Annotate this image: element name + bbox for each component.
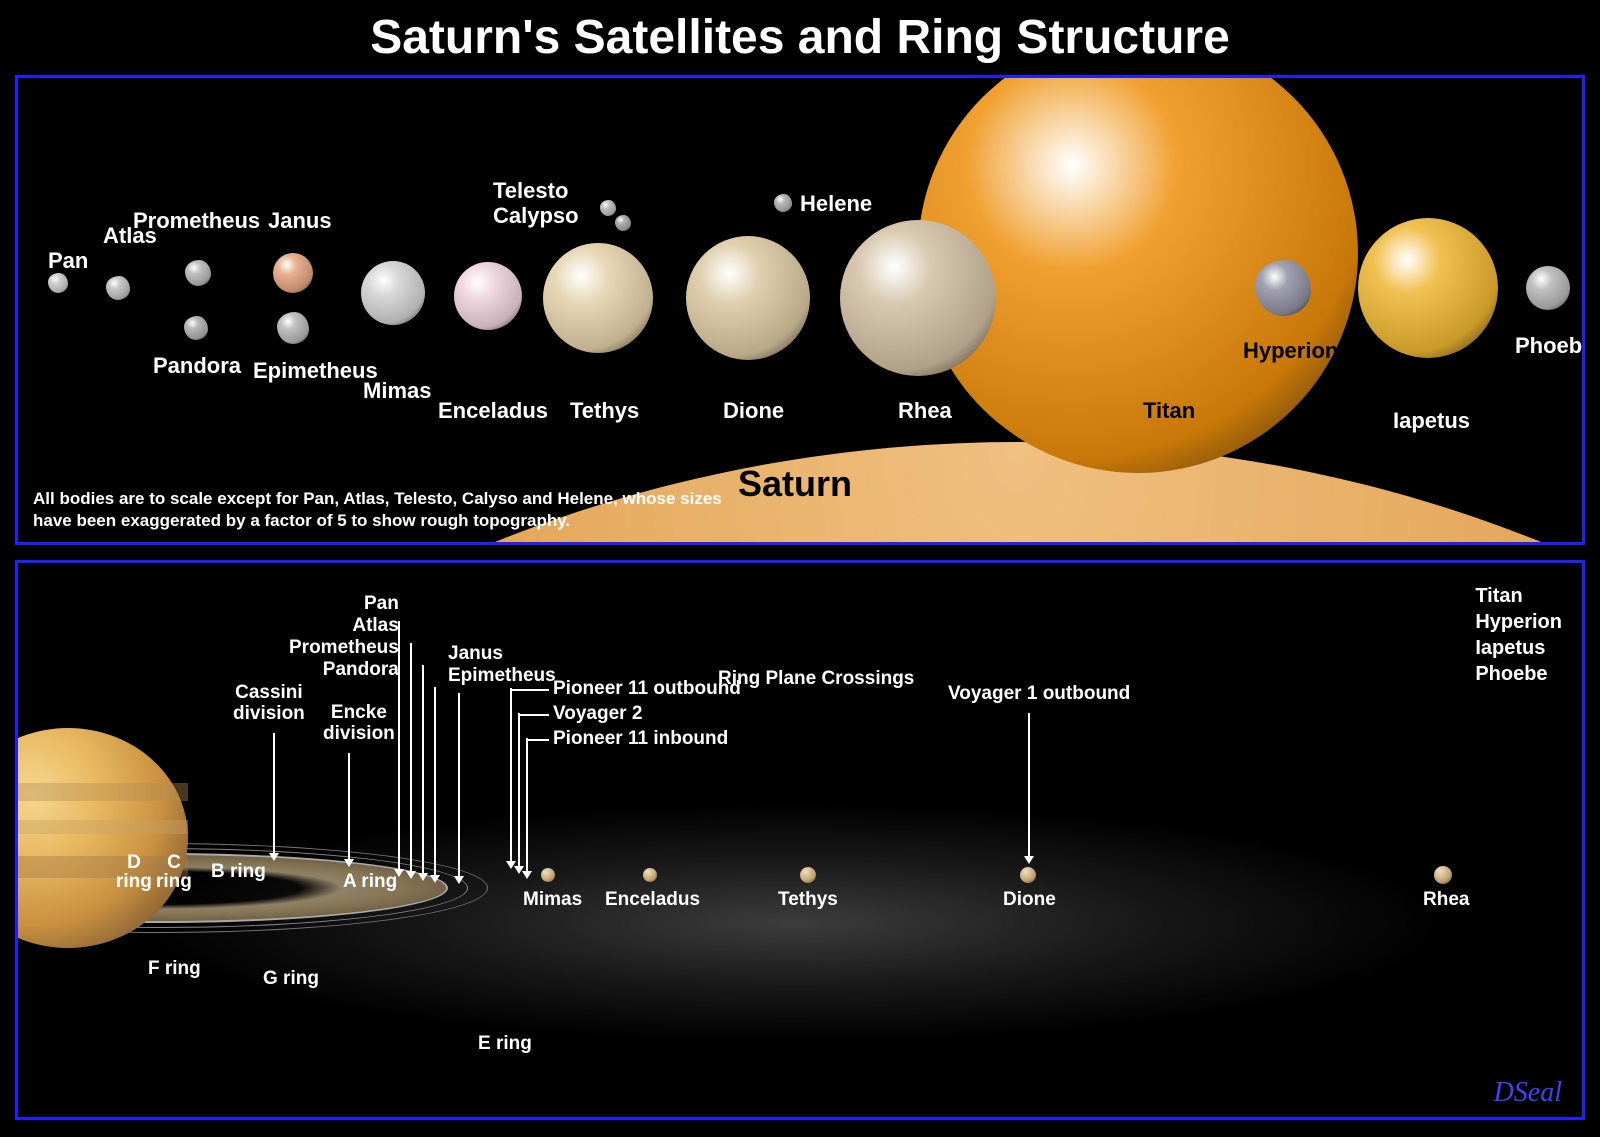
moon-label-epimetheus: Epimetheus bbox=[253, 358, 378, 384]
moon-calypso bbox=[615, 215, 631, 231]
moon-hyperion bbox=[1255, 260, 1311, 316]
moon-label-titan: Titan bbox=[1143, 398, 1195, 424]
gap-moon-pointer-3 bbox=[434, 687, 436, 877]
ring-moon-label-enceladus: Enceladus bbox=[605, 889, 700, 911]
ring-moon-mimas bbox=[541, 868, 555, 882]
division-label-encke-division: Enckedivision bbox=[323, 703, 395, 745]
ring-moon-tethys bbox=[800, 867, 816, 883]
pointer-cassini-division bbox=[273, 733, 275, 855]
moon-tethys bbox=[543, 243, 653, 353]
ring-moon-dione bbox=[1020, 867, 1036, 883]
division-label-cassini-division: Cassinidivision bbox=[233, 683, 305, 725]
ring-moon-enceladus bbox=[643, 868, 657, 882]
ring-label-c-ring: Cring bbox=[156, 853, 192, 891]
moon-janus bbox=[273, 253, 313, 293]
moon-label-tethys: Tethys bbox=[570, 398, 639, 424]
moon-label-enceladus: Enceladus bbox=[438, 398, 548, 424]
ring-moon-label-dione: Dione bbox=[1003, 889, 1056, 911]
ring-structure-panel: Ring Plane Crossings DringCring B ring A r… bbox=[15, 560, 1585, 1120]
satellites-panel: PanAtlasPrometheusPandoraJanusEpimetheus… bbox=[15, 75, 1585, 545]
moon-rhea bbox=[840, 220, 996, 376]
moon-pan bbox=[48, 273, 68, 293]
moon-label-prometheus: Prometheus bbox=[133, 208, 260, 234]
ring-label-g-ring: G ring bbox=[263, 968, 319, 990]
moon-label-dione: Dione bbox=[723, 398, 784, 424]
coorbitals-label: JanusEpimetheus bbox=[448, 643, 556, 687]
scale-note: All bodies are to scale except for Pan, … bbox=[33, 488, 753, 532]
far-moon-titan: Titan bbox=[1475, 583, 1562, 609]
crossing-pointer-pioneer-11-outbound bbox=[510, 688, 512, 863]
moon-iapetus bbox=[1358, 218, 1498, 358]
coorbital-pointer-0 bbox=[458, 693, 460, 878]
ring-moon-rhea bbox=[1434, 866, 1452, 884]
crossing-pointer-pioneer-11-inbound bbox=[526, 738, 528, 873]
gap-moon-pointer-1 bbox=[410, 643, 412, 873]
moon-label-janus: Janus bbox=[268, 208, 332, 234]
ring-label-d-ring: Dring bbox=[116, 853, 152, 891]
main-title: Saturn's Satellites and Ring Structure bbox=[0, 10, 1600, 65]
moon-label-hyperion: Hyperion bbox=[1243, 338, 1338, 364]
ring-plane-crossings-title: Ring Plane Crossings bbox=[718, 668, 914, 690]
moon-label-pandora: Pandora bbox=[153, 353, 241, 379]
ring-label-b-ring: B ring bbox=[211, 861, 266, 883]
moon-enceladus bbox=[454, 262, 522, 330]
moon-pandora bbox=[184, 316, 208, 340]
far-moon-hyperion: Hyperion bbox=[1475, 609, 1562, 635]
far-moon-phoebe: Phoebe bbox=[1475, 661, 1562, 687]
gap-moon-pointer-2 bbox=[422, 665, 424, 875]
moon-mimas bbox=[361, 261, 425, 325]
moon-telesto bbox=[600, 200, 616, 216]
ring-moon-label-tethys: Tethys bbox=[778, 889, 838, 911]
crossing-label-pioneer-11-outbound: Pioneer 11 outbound bbox=[553, 678, 741, 700]
crossing-pointer-voyager-1-outbound bbox=[1028, 713, 1030, 858]
crossing-label-voyager-1-outbound: Voyager 1 outbound bbox=[948, 683, 1130, 705]
moon-helene bbox=[774, 194, 792, 212]
moon-label-rhea: Rhea bbox=[898, 398, 952, 424]
ring-label-e-ring: E ring bbox=[478, 1033, 532, 1055]
gap-moon-pointer-0 bbox=[398, 621, 400, 871]
far-moons-list: TitanHyperionIapetusPhoebe bbox=[1475, 583, 1562, 687]
crossing-label-pioneer-11-inbound: Pioneer 11 inbound bbox=[553, 728, 728, 750]
crossing-label-voyager-2: Voyager 2 bbox=[553, 703, 642, 725]
moon-dione bbox=[686, 236, 810, 360]
saturn-label: Saturn bbox=[738, 463, 852, 505]
far-moon-iapetus: Iapetus bbox=[1475, 635, 1562, 661]
moon-label-mimas: Mimas bbox=[363, 378, 431, 404]
moon-atlas bbox=[106, 276, 130, 300]
crossing-pointer-voyager-2 bbox=[518, 713, 520, 868]
moon-epimetheus bbox=[277, 312, 309, 344]
moon-prometheus bbox=[185, 260, 211, 286]
crossing-hline-voyager-2 bbox=[518, 714, 549, 716]
ring-label-f-ring: F ring bbox=[148, 958, 201, 980]
pointer-encke-division bbox=[348, 753, 350, 861]
moon-label-phoebe: Phoebe bbox=[1515, 333, 1585, 359]
gap-moons-label: PanAtlasPrometheusPandora bbox=[289, 593, 399, 680]
ring-moon-label-rhea: Rhea bbox=[1423, 889, 1469, 911]
moon-label-calypso: Calypso bbox=[493, 203, 579, 229]
crossing-hline-pioneer-11-inbound bbox=[526, 739, 549, 741]
ring-moon-label-mimas: Mimas bbox=[523, 889, 582, 911]
moon-phoebe bbox=[1526, 266, 1570, 310]
moon-label-helene: Helene bbox=[800, 191, 872, 217]
author-signature: DSeal bbox=[1494, 1077, 1562, 1109]
moon-label-pan: Pan bbox=[48, 248, 88, 274]
moon-label-telesto: Telesto bbox=[493, 178, 568, 204]
ring-label-a-ring: A ring bbox=[343, 871, 397, 893]
moon-label-iapetus: Iapetus bbox=[1393, 408, 1470, 434]
crossing-hline-pioneer-11-outbound bbox=[510, 689, 549, 691]
